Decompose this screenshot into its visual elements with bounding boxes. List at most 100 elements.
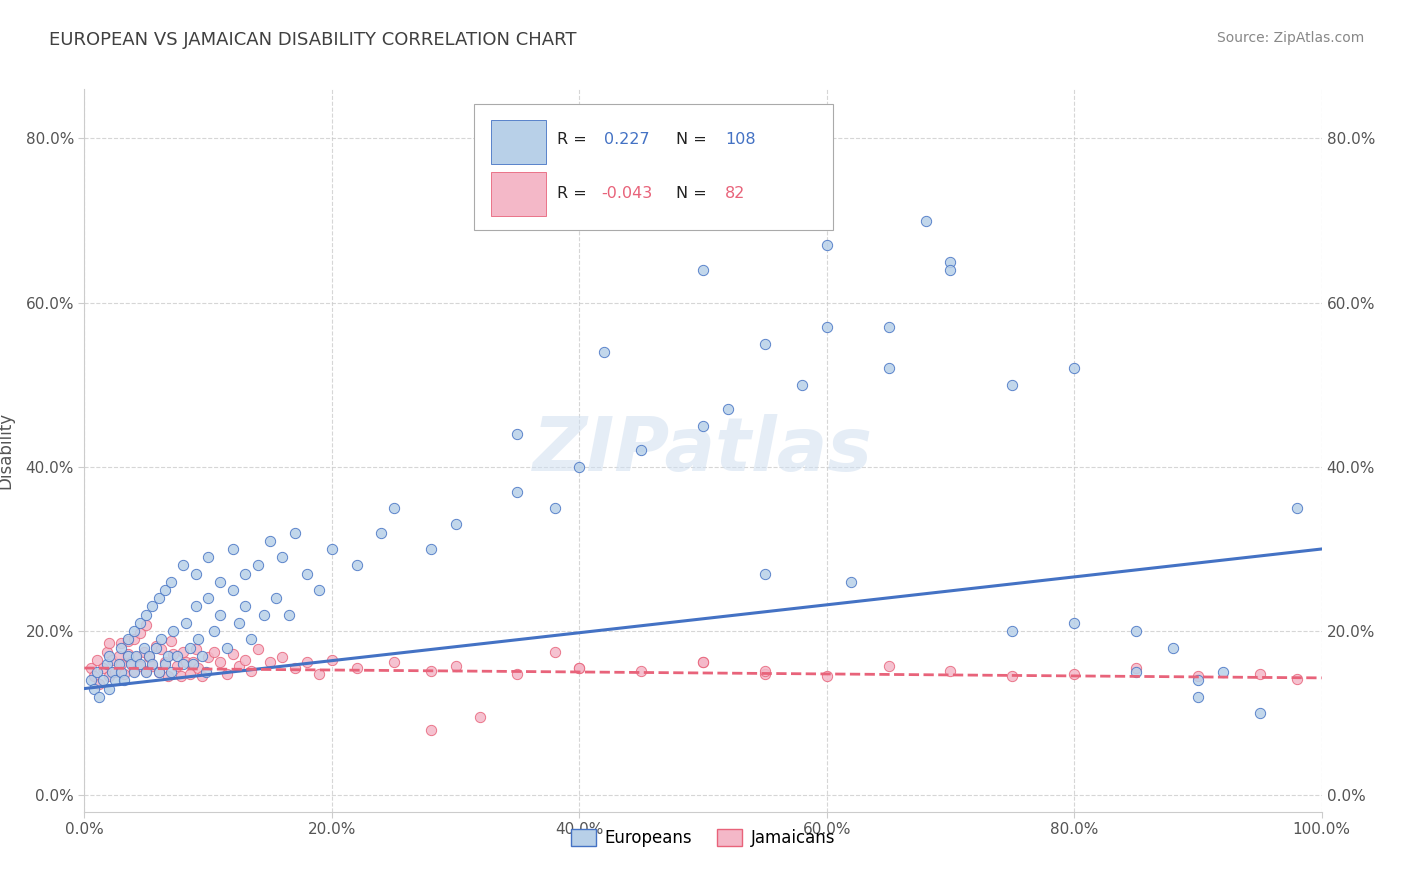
Point bbox=[1063, 361, 1085, 376]
Point bbox=[157, 648, 180, 663]
Point bbox=[91, 661, 114, 675]
Point bbox=[153, 655, 176, 669]
Point bbox=[117, 647, 139, 661]
Point bbox=[202, 624, 225, 639]
Point bbox=[98, 648, 121, 663]
Point bbox=[129, 615, 152, 630]
Point bbox=[419, 541, 441, 556]
Point bbox=[209, 607, 232, 622]
Point bbox=[506, 427, 529, 442]
Point bbox=[346, 661, 368, 675]
Point bbox=[1212, 665, 1234, 680]
Point bbox=[382, 500, 405, 515]
Point bbox=[222, 582, 245, 597]
Point bbox=[259, 533, 281, 548]
Point bbox=[172, 645, 194, 659]
Point bbox=[122, 665, 145, 680]
Point bbox=[89, 690, 111, 704]
Text: R =: R = bbox=[557, 186, 586, 202]
Text: EUROPEAN VS JAMAICAN DISABILITY CORRELATION CHART: EUROPEAN VS JAMAICAN DISABILITY CORRELAT… bbox=[49, 31, 576, 49]
Point bbox=[271, 650, 294, 665]
Point bbox=[543, 645, 565, 659]
Point bbox=[117, 632, 139, 647]
Point bbox=[815, 669, 838, 683]
Point bbox=[112, 673, 135, 688]
Point bbox=[138, 648, 160, 663]
Point bbox=[1001, 624, 1024, 639]
Point bbox=[83, 669, 105, 683]
Point bbox=[939, 254, 962, 268]
Point bbox=[841, 574, 863, 589]
Point bbox=[308, 582, 330, 597]
Point bbox=[209, 655, 232, 669]
Point bbox=[543, 500, 565, 515]
Point bbox=[568, 661, 591, 675]
Legend: Europeans, Jamaicans: Europeans, Jamaicans bbox=[564, 822, 842, 854]
Point bbox=[202, 645, 225, 659]
Point bbox=[184, 642, 207, 657]
Point bbox=[1125, 665, 1147, 680]
Point bbox=[419, 723, 441, 737]
Point bbox=[162, 624, 184, 639]
Point bbox=[160, 634, 183, 648]
Point bbox=[110, 636, 132, 650]
Point bbox=[717, 402, 740, 417]
Point bbox=[253, 607, 276, 622]
Point bbox=[132, 645, 155, 659]
Point bbox=[132, 640, 155, 655]
Point bbox=[222, 541, 245, 556]
Point bbox=[98, 636, 121, 650]
Point bbox=[197, 650, 219, 665]
Point bbox=[184, 566, 207, 581]
Point bbox=[187, 632, 209, 647]
Point bbox=[197, 550, 219, 565]
Point bbox=[284, 661, 307, 675]
Point bbox=[141, 657, 163, 671]
Point bbox=[228, 615, 250, 630]
Point bbox=[122, 632, 145, 647]
Point bbox=[914, 213, 936, 227]
Point bbox=[295, 655, 318, 669]
Point bbox=[568, 661, 591, 675]
Point bbox=[630, 664, 652, 678]
Point bbox=[148, 591, 170, 606]
Point bbox=[157, 669, 180, 683]
Point bbox=[172, 558, 194, 573]
Point bbox=[259, 655, 281, 669]
Point bbox=[593, 345, 616, 359]
Point bbox=[197, 591, 219, 606]
Point bbox=[181, 655, 204, 669]
Point bbox=[1125, 624, 1147, 639]
Point bbox=[162, 647, 184, 661]
Point bbox=[370, 525, 392, 540]
Point bbox=[308, 666, 330, 681]
Point bbox=[150, 632, 173, 647]
Point bbox=[1125, 661, 1147, 675]
Point bbox=[129, 657, 152, 671]
Point bbox=[96, 645, 118, 659]
Text: 108: 108 bbox=[725, 132, 756, 147]
Point bbox=[166, 648, 188, 663]
Point bbox=[264, 591, 287, 606]
Point bbox=[110, 640, 132, 655]
Point bbox=[240, 632, 263, 647]
Point bbox=[174, 615, 197, 630]
FancyBboxPatch shape bbox=[492, 120, 546, 163]
Text: 0.227: 0.227 bbox=[605, 132, 650, 147]
Point bbox=[187, 661, 209, 675]
Point bbox=[135, 617, 157, 632]
Point bbox=[100, 653, 122, 667]
Point bbox=[295, 566, 318, 581]
Point bbox=[271, 550, 294, 565]
Point bbox=[246, 558, 269, 573]
Point bbox=[150, 642, 173, 657]
Point bbox=[1187, 673, 1209, 688]
Point bbox=[112, 666, 135, 681]
Point bbox=[148, 665, 170, 680]
Point bbox=[240, 664, 263, 678]
Point bbox=[815, 320, 838, 334]
Point bbox=[382, 655, 405, 669]
Point bbox=[98, 669, 121, 683]
Point bbox=[1249, 666, 1271, 681]
Point bbox=[181, 657, 204, 671]
